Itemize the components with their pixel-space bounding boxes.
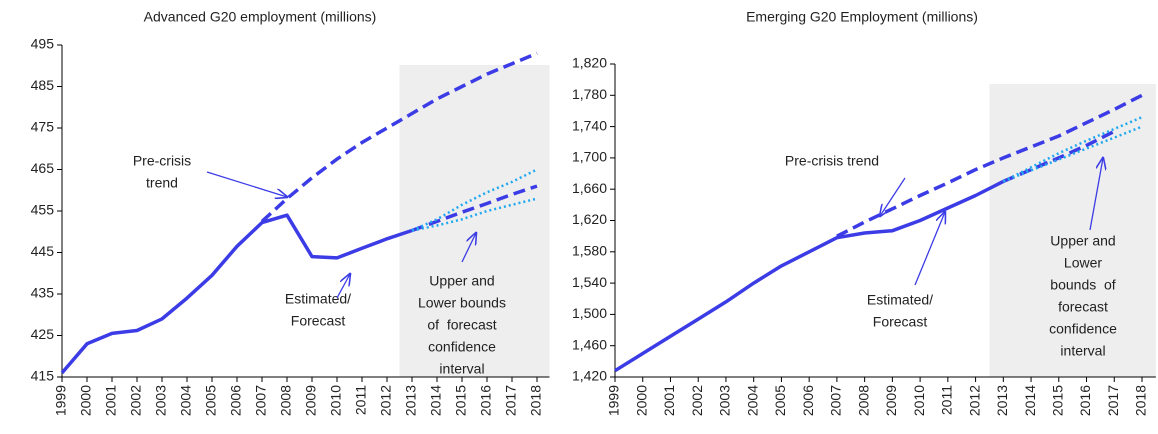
x-tick-label: 2016	[478, 385, 494, 416]
y-tick-label: 1,820	[572, 55, 607, 71]
forecast-region	[989, 84, 1156, 377]
x-tick-label: 2018	[1133, 385, 1149, 416]
y-tick-label: 1,780	[572, 86, 607, 102]
x-tick-label: 2012	[378, 385, 394, 416]
x-tick-label: 2017	[503, 385, 519, 416]
annotation: Lower bounds	[418, 295, 506, 311]
annotation: Forecast	[873, 314, 928, 330]
annotation: interval	[439, 361, 484, 377]
y-tick-label: 425	[31, 326, 55, 342]
x-tick-label: 2002	[128, 385, 144, 416]
x-tick-label: 2008	[278, 385, 294, 416]
x-tick-label: 2018	[528, 385, 544, 416]
x-tick-label: 2004	[178, 385, 194, 416]
y-tick-label: 1,700	[572, 149, 607, 165]
y-tick-label: 445	[31, 243, 55, 259]
y-tick-label: 455	[31, 202, 55, 218]
annotation: Upper and	[1050, 233, 1115, 249]
x-tick-label: 1999	[53, 385, 69, 416]
annotation: Estimated/	[285, 291, 351, 307]
series-line	[260, 51, 538, 223]
x-tick-label: 2001	[661, 385, 677, 416]
x-tick-label: 2010	[328, 385, 344, 416]
series-line	[1002, 116, 1143, 183]
x-tick-label: 2013	[994, 385, 1010, 416]
y-tick-label: 475	[31, 119, 55, 135]
y-tick-label: 1,500	[572, 305, 607, 321]
y-tick-label: 435	[31, 285, 55, 301]
x-tick-label: 2000	[78, 385, 94, 416]
annotation-arrow	[206, 171, 287, 197]
annotation: Upper and	[429, 273, 494, 289]
series-line	[411, 168, 538, 232]
y-tick-label: 1,740	[572, 117, 607, 133]
annotation: Forecast	[291, 313, 346, 329]
x-tick-label: 2017	[1105, 385, 1121, 416]
x-tick-label: 2006	[800, 385, 816, 416]
series-line	[60, 213, 413, 375]
series-line	[411, 197, 538, 232]
annotation-arrow	[880, 177, 906, 216]
x-tick-label: 2008	[855, 385, 871, 416]
y-tick-label: 1,620	[572, 211, 607, 227]
annotation-arrow	[914, 212, 945, 286]
x-tick-label: 2007	[253, 385, 269, 416]
forecast-region	[399, 65, 550, 377]
annotation: confidence	[1049, 321, 1117, 337]
x-tick-label: 2016	[1077, 385, 1093, 416]
x-tick-label: 2014	[1022, 385, 1038, 416]
y-tick-label: 1,660	[572, 180, 607, 196]
x-tick-label: 2015	[1049, 385, 1065, 416]
y-tick-label: 465	[31, 160, 55, 176]
x-tick-label: 2005	[772, 385, 788, 416]
x-tick-label: 2015	[453, 385, 469, 416]
x-tick-label: 2000	[633, 385, 649, 416]
x-tick-label: 2009	[883, 385, 899, 416]
chart-title: Advanced G20 employment (millions)	[144, 9, 377, 25]
y-tick-label: 1,580	[572, 243, 607, 259]
x-tick-label: 2012	[966, 385, 982, 416]
y-tick-label: 495	[31, 36, 55, 52]
annotation: Pre-crisis trend	[785, 153, 879, 169]
y-tick-label: 485	[31, 77, 55, 93]
x-tick-label: 2003	[153, 385, 169, 416]
x-tick-label: 2010	[911, 385, 927, 416]
x-tick-label: 2014	[428, 385, 444, 416]
y-tick-label: 1,420	[572, 368, 607, 384]
annotation-arrow	[461, 233, 476, 263]
annotation: Pre-crisis	[133, 153, 191, 169]
x-tick-label: 2005	[203, 385, 219, 416]
y-tick-label: 415	[31, 368, 55, 384]
annotation: of forecast	[427, 317, 496, 333]
y-tick-label: 1,540	[572, 274, 607, 290]
x-tick-label: 2013	[403, 385, 419, 416]
x-tick-label: 2007	[828, 385, 844, 416]
series-line	[411, 184, 538, 233]
annotation: interval	[1060, 343, 1105, 359]
x-tick-label: 2011	[353, 385, 369, 415]
x-tick-label: 2011	[939, 385, 955, 415]
x-tick-label: 2006	[228, 385, 244, 416]
x-tick-label: 2002	[689, 385, 705, 416]
series-line	[614, 179, 1005, 373]
annotation-arrow	[336, 274, 350, 299]
annotation: forecast	[1058, 299, 1108, 315]
annotation: confidence	[428, 339, 496, 355]
annotation: Lower	[1064, 255, 1102, 271]
x-tick-label: 2003	[717, 385, 733, 416]
annotation-arrow	[1089, 158, 1103, 231]
annotation: trend	[146, 175, 178, 191]
x-tick-label: 2001	[103, 385, 119, 416]
x-tick-label: 2009	[303, 385, 319, 416]
chart-title: Emerging G20 Employment (millions)	[746, 9, 978, 25]
annotation: bounds of	[1050, 277, 1115, 293]
x-tick-label: 1999	[606, 385, 622, 416]
annotation: Estimated/	[867, 292, 933, 308]
x-tick-label: 2004	[744, 385, 760, 416]
y-tick-label: 1,460	[572, 336, 607, 352]
